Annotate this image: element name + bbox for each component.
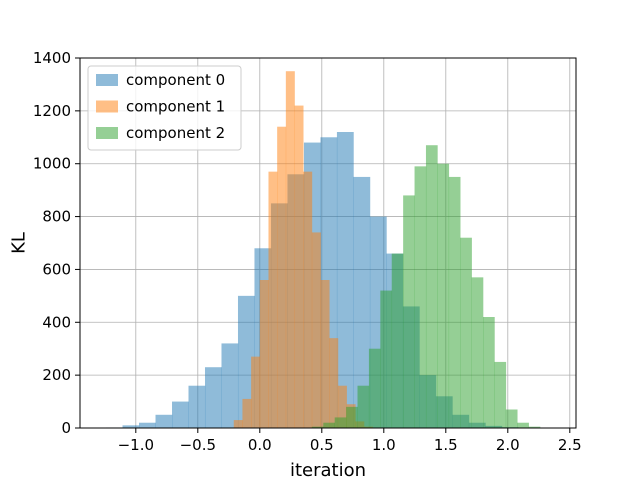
y-tick-label: 1200 bbox=[33, 102, 71, 120]
histogram-bar bbox=[380, 290, 393, 428]
histogram-bars bbox=[106, 71, 541, 429]
histogram-bar bbox=[346, 406, 358, 428]
histogram-bar bbox=[471, 277, 484, 428]
histogram-bar bbox=[277, 126, 287, 428]
histogram-bar bbox=[425, 145, 438, 428]
x-tick-label: 0.5 bbox=[310, 436, 334, 454]
histogram-bar bbox=[414, 166, 427, 428]
histogram-bar bbox=[303, 171, 313, 428]
histogram-bar bbox=[188, 385, 206, 428]
histogram-bar bbox=[353, 176, 371, 428]
x-tick-label: 1.0 bbox=[372, 436, 396, 454]
x-tick-label: −1.0 bbox=[118, 436, 154, 454]
y-tick-label: 400 bbox=[42, 313, 71, 331]
y-tick-label: 1000 bbox=[33, 155, 71, 173]
histogram-bar bbox=[494, 361, 507, 428]
histogram-bar bbox=[329, 338, 339, 428]
legend-label: component 2 bbox=[126, 124, 225, 142]
histogram-bar bbox=[122, 425, 140, 428]
histogram-bar bbox=[368, 348, 381, 428]
histogram-bar bbox=[204, 367, 222, 428]
histogram-bar bbox=[403, 195, 415, 428]
legend-box bbox=[87, 65, 242, 151]
histogram-bar bbox=[311, 426, 324, 428]
histogram-bar bbox=[294, 105, 304, 429]
y-tick-label: 200 bbox=[42, 366, 71, 384]
legend-label: component 1 bbox=[126, 98, 225, 116]
histogram-bar bbox=[483, 317, 495, 428]
x-tick-label: −0.5 bbox=[180, 436, 216, 454]
histogram-bar bbox=[155, 414, 173, 428]
histogram-bar bbox=[221, 343, 239, 428]
x-axis-title: iteration bbox=[290, 460, 366, 480]
plot-frame bbox=[79, 57, 577, 429]
legend-swatch bbox=[96, 127, 118, 139]
histogram-bar bbox=[323, 422, 335, 428]
histogram-bar bbox=[357, 385, 370, 428]
histogram-bar bbox=[233, 420, 243, 428]
x-tick-label: 1.5 bbox=[434, 436, 458, 454]
histogram-bar bbox=[242, 398, 252, 428]
y-tick-label: 0 bbox=[61, 419, 71, 437]
histogram-bar bbox=[139, 422, 156, 428]
histogram-bar bbox=[320, 280, 330, 428]
histogram-bar bbox=[251, 356, 261, 428]
histogram-bar bbox=[528, 426, 541, 428]
histogram-bar bbox=[517, 422, 529, 428]
legend-swatch bbox=[96, 74, 118, 86]
histogram-bar bbox=[268, 171, 278, 428]
y-axis-title: KL bbox=[8, 232, 29, 254]
histogram-bar bbox=[505, 409, 518, 428]
histogram-bar bbox=[448, 176, 461, 428]
histogram-bar bbox=[460, 237, 472, 428]
legend: component 0 component 1 component 2 bbox=[87, 65, 242, 151]
histogram-bar bbox=[337, 385, 347, 428]
x-tick-label: 2.5 bbox=[558, 436, 582, 454]
y-tick-label: 800 bbox=[42, 208, 71, 226]
legend-label: component 0 bbox=[126, 71, 225, 89]
series-1-bars bbox=[233, 71, 373, 429]
histogram-bar bbox=[259, 280, 269, 428]
histogram-bar bbox=[237, 295, 255, 428]
histogram-bar bbox=[285, 71, 295, 428]
histogram-bar bbox=[334, 417, 347, 428]
histogram-bar bbox=[172, 401, 189, 428]
histogram-bar bbox=[391, 253, 404, 428]
legend-swatch bbox=[96, 100, 118, 113]
histogram-bar bbox=[336, 132, 354, 428]
series-2-bars bbox=[311, 145, 541, 428]
y-tick-label: 1400 bbox=[33, 49, 71, 67]
x-tick-label: 0.0 bbox=[248, 436, 272, 454]
histogram-bar bbox=[311, 232, 321, 428]
x-tick-label: 2.0 bbox=[496, 436, 520, 454]
histogram-bar bbox=[437, 163, 450, 428]
axis-ticks: −1.0 −0.5 0.0 0.5 1.0 1.5 2.0 2.5 0 200 400 600 800 1… bbox=[33, 49, 582, 454]
y-tick-label: 600 bbox=[42, 260, 71, 278]
